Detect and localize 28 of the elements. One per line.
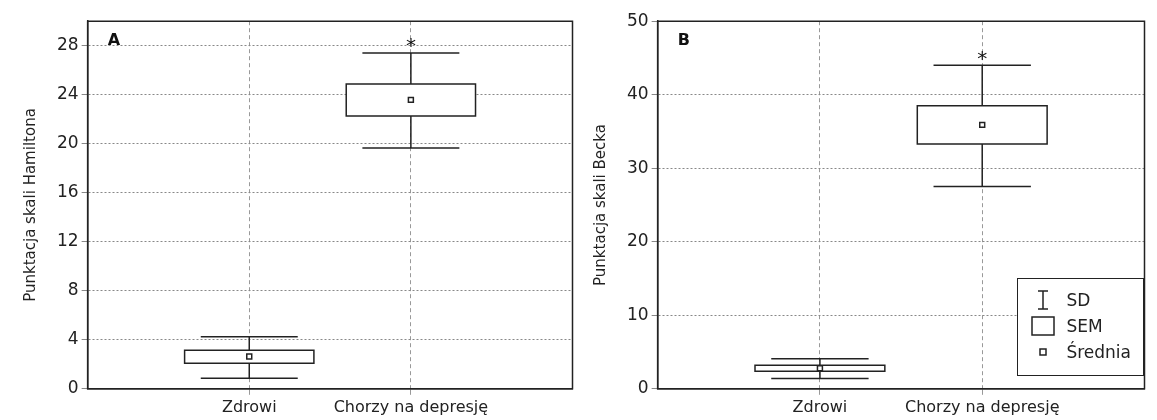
legend-box: SD SEM Średnia xyxy=(1017,278,1144,376)
y-tick-label: 30 xyxy=(626,156,649,177)
text: B xyxy=(677,30,690,50)
y-tick-label: 50 xyxy=(626,9,649,30)
y-tick-label: 20 xyxy=(56,132,79,153)
x-tick-label: Chorzy na depresję xyxy=(904,396,1060,416)
y-tick-label: 28 xyxy=(56,34,79,55)
text: A xyxy=(107,30,121,50)
y-tick-label: 12 xyxy=(56,230,79,251)
x-tick-label: Zdrowi xyxy=(221,396,277,416)
y-tick-label: 0 xyxy=(67,377,79,398)
x-tick-label: Zdrowi xyxy=(792,396,848,416)
y-tick-label: 8 xyxy=(67,279,79,300)
y-tick-label: 20 xyxy=(626,230,649,251)
x-tick-label: Chorzy na depresję xyxy=(333,396,489,416)
y-axis-title: Punktacja skali Hamiltona xyxy=(20,108,39,302)
y-tick-label: 10 xyxy=(626,303,649,324)
y-tick-label: 4 xyxy=(67,328,79,349)
annotation: * xyxy=(977,45,988,70)
y-tick-label: 0 xyxy=(637,377,649,398)
y-tick-label: 40 xyxy=(626,83,649,104)
y-axis-title: Punktacja skali Becka xyxy=(590,124,609,286)
y-tick-label: 24 xyxy=(56,83,79,104)
annotation: Średnia xyxy=(1066,342,1131,362)
annotation: * xyxy=(405,33,416,58)
annotation: SEM xyxy=(1066,316,1103,336)
y-tick-label: 16 xyxy=(56,181,79,202)
annotation: SD xyxy=(1066,290,1091,310)
